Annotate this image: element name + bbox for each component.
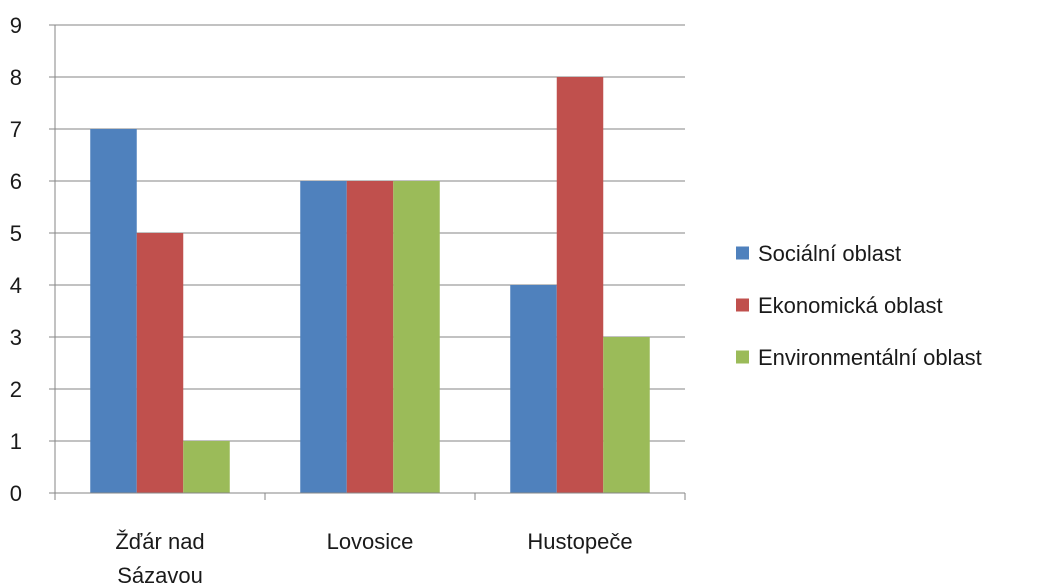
bar-2-3 [556,77,604,493]
bar-1-1 [90,129,137,493]
y-tick-label: 5 [10,221,22,246]
x-axis-labels: Žďár nad Sázavou Lovosice Hustopeče [115,529,632,584]
legend-label: Sociální oblast [758,241,901,266]
x-tick-label: Žďár nad Sázavou [115,529,204,584]
legend-swatch [736,350,749,364]
x-tick-label: Lovosice [327,529,414,554]
y-tick-label: 6 [10,169,22,194]
bar-2-1 [136,233,184,493]
y-tick-label: 3 [10,325,22,350]
bar-3-3 [603,337,650,493]
bar-1-2 [300,181,347,493]
bars [90,77,650,493]
y-tick-label: 4 [10,273,22,298]
legend: Sociální oblast Ekonomická oblast Environm… [736,241,982,370]
y-tick-label: 9 [10,13,22,38]
legend-label: Ekonomická oblast [758,293,943,318]
bar-3-2 [393,181,440,493]
x-tick-label: Hustopeče [527,529,632,554]
y-tick-label: 0 [10,481,22,506]
y-tick-label: 7 [10,117,22,142]
bar-3-1 [183,441,230,493]
bar-1-3 [510,285,557,493]
y-tick-label: 2 [10,377,22,402]
y-tick-label: 1 [10,429,22,454]
legend-swatch [736,298,749,312]
legend-label: Environmentální oblast [758,345,982,370]
y-axis-ticks: 0 1 2 3 4 5 6 7 8 9 [10,13,22,506]
bar-2-2 [346,181,394,493]
axes [49,24,686,500]
legend-swatch [736,246,749,260]
y-tick-label: 8 [10,65,22,90]
